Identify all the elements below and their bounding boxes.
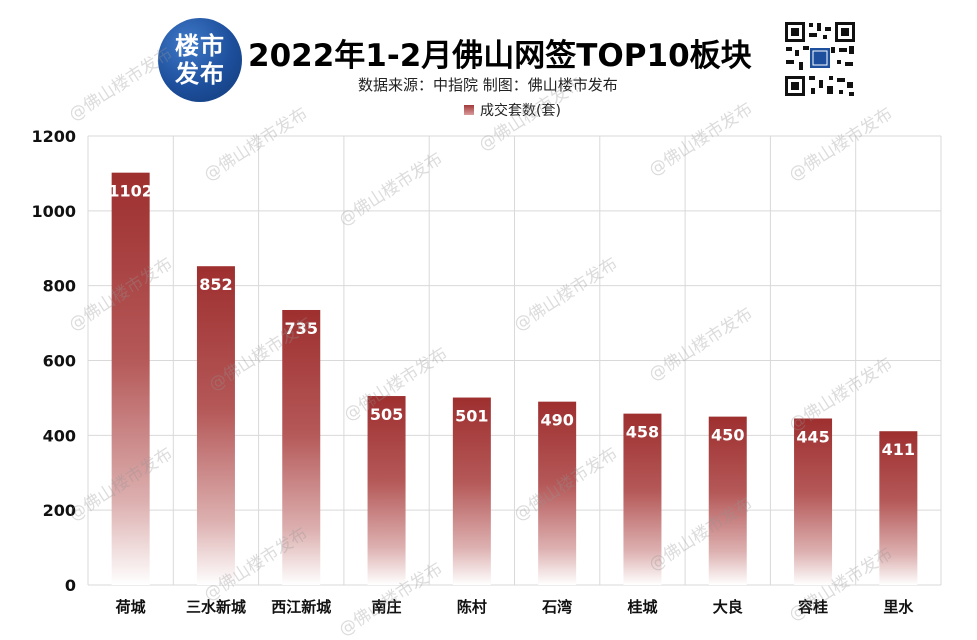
x-tick-label: 南庄 xyxy=(372,598,402,616)
data-label: 1102 xyxy=(108,182,153,201)
x-tick-label: 容桂 xyxy=(797,598,828,616)
x-axis: 荷城 三水新城 西江新城 南庄 陈村 石湾 桂城 大良 容桂 里水 xyxy=(116,598,915,616)
bar xyxy=(538,401,577,585)
bar xyxy=(452,397,491,585)
bar xyxy=(794,418,833,585)
data-label: 735 xyxy=(285,319,318,338)
chart-legend: 成交套数(套) xyxy=(464,100,561,120)
data-label: 458 xyxy=(626,423,659,442)
bar xyxy=(282,309,321,585)
data-label: 852 xyxy=(199,275,232,294)
x-tick-label: 三水新城 xyxy=(186,598,246,616)
x-tick-label: 荷城 xyxy=(116,598,146,616)
y-tick-label: 400 xyxy=(43,426,76,445)
qr-code-icon xyxy=(783,20,857,98)
bar xyxy=(708,416,747,585)
logo-line-1: 楼市 xyxy=(175,31,225,60)
bar xyxy=(367,396,406,585)
y-tick-label: 0 xyxy=(65,576,76,595)
chart-source: 数据来源：中指院 制图：佛山楼市发布 xyxy=(358,76,618,94)
legend-swatch xyxy=(464,105,474,115)
x-tick-label: 里水 xyxy=(883,598,914,616)
x-tick-label: 石湾 xyxy=(541,598,572,616)
x-tick-label: 大良 xyxy=(713,598,743,616)
x-tick-label: 西江新城 xyxy=(271,598,331,616)
y-tick-label: 1200 xyxy=(31,127,76,146)
logo-line-2: 发布 xyxy=(175,59,225,88)
y-axis: 0 200 400 600 800 1000 1200 xyxy=(31,127,76,595)
chart-title: 2022年1-2月佛山网签TOP10板块 xyxy=(248,38,752,74)
data-label: 450 xyxy=(711,426,744,445)
bar xyxy=(196,266,235,585)
bar xyxy=(879,431,918,585)
data-label: 445 xyxy=(796,427,829,446)
y-tick-label: 200 xyxy=(43,501,76,520)
bar xyxy=(111,172,150,585)
bar xyxy=(623,413,662,585)
y-tick-label: 600 xyxy=(43,352,76,371)
y-tick-label: 1000 xyxy=(31,202,76,221)
bars: 1102 852 735 505 501 490 458 450 445 411 xyxy=(108,172,918,585)
legend-label: 成交套数(套) xyxy=(480,103,561,119)
brand-logo: 楼市 发布 xyxy=(158,18,242,102)
data-label: 411 xyxy=(882,440,915,459)
x-tick-label: 陈村 xyxy=(457,598,487,616)
data-label: 501 xyxy=(455,407,488,426)
data-label: 490 xyxy=(540,411,573,430)
x-tick-label: 桂城 xyxy=(626,598,657,616)
data-label: 505 xyxy=(370,405,403,424)
y-tick-label: 800 xyxy=(43,277,76,296)
